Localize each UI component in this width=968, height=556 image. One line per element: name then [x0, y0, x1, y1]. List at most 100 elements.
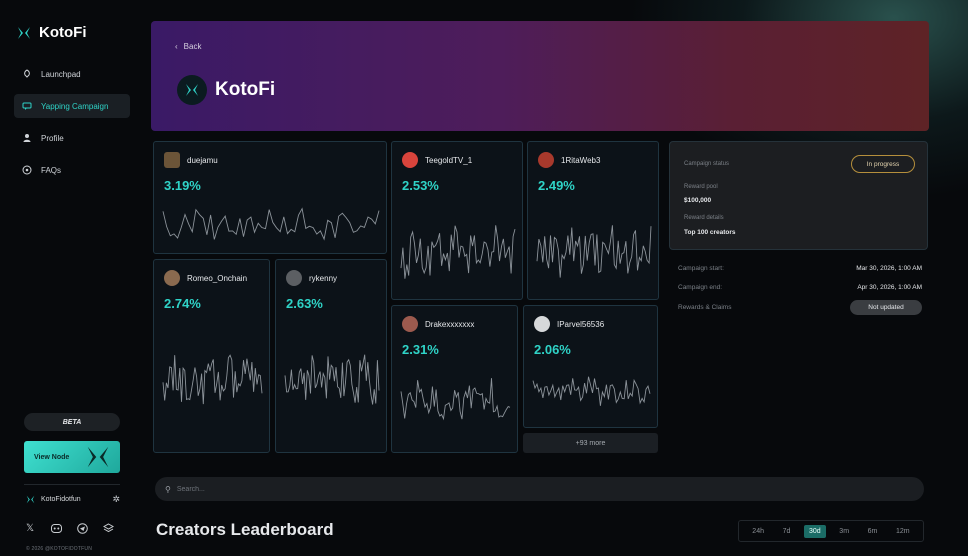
copyright-text: © 2026 @KOTOFIDOTFUN — [26, 546, 93, 552]
creator-mindshare: 3.19% — [164, 178, 201, 193]
avatar — [164, 270, 180, 286]
account-name: KotoFidotfun — [41, 496, 81, 503]
range-24h[interactable]: 24h — [752, 527, 764, 535]
telegram-icon[interactable] — [76, 522, 88, 534]
mindshare-sparkline — [162, 207, 380, 241]
creator-card[interactable]: Romeo_Onchain 2.74% — [153, 259, 270, 453]
view-node-label: View Node — [34, 453, 70, 461]
creator-mindshare: 2.53% — [402, 178, 439, 193]
rewards-claims-row: Rewards & Claims Not updated — [678, 300, 922, 315]
creator-name: rykenny — [309, 273, 338, 283]
sidebar-item-launchpad[interactable]: Launchpad — [14, 62, 130, 86]
kotofi-logo-icon — [18, 26, 30, 39]
avatar — [534, 316, 550, 332]
question-icon — [22, 165, 32, 175]
reward-details-label: Reward details — [684, 215, 724, 221]
kotofi-logo-icon — [26, 495, 35, 504]
creator-name: TeegoldTV_1 — [425, 155, 473, 165]
project-avatar — [177, 75, 207, 105]
creator-header: Drakexxxxxxx — [402, 316, 474, 332]
campaign-end-label: Campaign end: — [678, 284, 723, 291]
avatar — [286, 270, 302, 286]
creator-name: Drakexxxxxxx — [425, 319, 475, 329]
creator-name: 1RitaWeb3 — [561, 155, 601, 165]
creator-header: rykenny — [286, 270, 337, 286]
creator-card[interactable]: 1RitaWeb3 2.49% — [527, 141, 659, 300]
creator-mindshare: 2.74% — [164, 296, 201, 311]
social-links: 𝕏 — [24, 522, 114, 534]
campaign-hero: ‹ Back KotoFi — [151, 21, 929, 131]
back-label: Back — [183, 42, 202, 51]
mindshare-sparkline — [532, 376, 651, 406]
back-link[interactable]: ‹ Back — [175, 42, 201, 51]
kotofi-logo-icon — [87, 446, 109, 468]
kotofi-logo-icon — [186, 84, 198, 96]
creator-header: IParvel56536 — [534, 316, 604, 332]
mindshare-sparkline — [400, 378, 511, 421]
range-30d[interactable]: 30d — [804, 524, 826, 538]
campaign-start-label: Campaign start: — [678, 265, 724, 272]
reward-pool-label: Reward pool — [684, 184, 718, 190]
sidebar-item-yapping-campaign[interactable]: Yapping Campaign — [14, 94, 130, 118]
layers-icon[interactable] — [102, 522, 114, 534]
page-title: KotoFi — [215, 79, 276, 100]
brand-logo[interactable]: KotoFi — [17, 24, 86, 41]
creator-name: Romeo_Onchain — [187, 273, 248, 283]
campaign-end-value: Apr 30, 2026, 1:00 AM — [857, 284, 922, 291]
leaderboard-title: Creators Leaderboard — [156, 520, 334, 539]
sidebar-nav: Launchpad Yapping Campaign Profile FAQs — [14, 62, 130, 190]
campaign-status-panel: Campaign status In progress Reward pool … — [669, 141, 928, 250]
sidebar-item-faqs[interactable]: FAQs — [14, 158, 130, 182]
mindshare-sparkline — [284, 354, 380, 405]
creator-name: duejamu — [187, 155, 218, 165]
creator-card[interactable]: rykenny 2.63% — [275, 259, 387, 453]
rocket-icon — [22, 69, 32, 79]
creator-card[interactable]: IParvel56536 2.06% — [523, 305, 658, 428]
sidebar-divider — [24, 484, 120, 485]
settings-icon[interactable]: ✲ — [112, 494, 120, 504]
campaign-start-value: Mar 30, 2026, 1:00 AM — [856, 265, 922, 272]
chevron-left-icon: ‹ — [175, 42, 178, 51]
sidebar-item-profile[interactable]: Profile — [14, 126, 130, 150]
avatar — [402, 152, 418, 168]
range-12m[interactable]: 12m — [895, 527, 910, 535]
range-7d[interactable]: 7d — [782, 527, 791, 535]
brand-name: KotoFi — [39, 24, 87, 41]
creator-mindshare: 2.06% — [534, 342, 571, 357]
sidebar: KotoFi Launchpad Yapping Campaign Profil… — [0, 0, 140, 556]
mindshare-sparkline — [400, 225, 516, 279]
sidebar-item-label: Launchpad — [41, 69, 81, 79]
status-badge: In progress — [851, 155, 915, 173]
range-6m[interactable]: 6m — [867, 527, 878, 535]
more-creators-button[interactable]: +93 more — [523, 433, 658, 453]
x-icon[interactable]: 𝕏 — [25, 522, 35, 534]
creator-name: IParvel56536 — [557, 319, 605, 329]
avatar — [164, 152, 180, 168]
creator-card[interactable]: duejamu 3.19% — [153, 141, 387, 254]
creator-header: Romeo_Onchain — [164, 270, 247, 286]
creator-header: duejamu — [164, 152, 218, 168]
reward-pool-value: $100,000 — [684, 197, 712, 204]
campaign-end-row: Campaign end: Apr 30, 2026, 1:00 AM — [678, 284, 922, 291]
creator-card[interactable]: TeegoldTV_1 2.53% — [391, 141, 523, 300]
range-3m[interactable]: 3m — [839, 527, 850, 535]
view-node-button[interactable]: View Node — [24, 441, 120, 473]
creator-mindshare: 2.63% — [286, 296, 323, 311]
search-icon: ⚲ — [165, 484, 171, 494]
mindshare-sparkline — [536, 225, 652, 278]
time-range-selector: 24h 7d 30d 3m 6m 12m — [738, 520, 924, 542]
creator-card[interactable]: Drakexxxxxxx 2.31% — [391, 305, 518, 453]
reward-details-value: Top 100 creators — [684, 229, 736, 236]
sidebar-item-label: Profile — [41, 133, 64, 143]
search-input[interactable] — [176, 485, 877, 493]
avatar — [402, 316, 418, 332]
account-row[interactable]: KotoFidotfun ✲ — [26, 494, 120, 505]
chat-icon — [22, 101, 32, 111]
rewards-status-badge: Not updated — [850, 300, 922, 315]
rewards-claims-label: Rewards & Claims — [678, 304, 732, 311]
discord-icon[interactable] — [50, 522, 62, 534]
campaign-status-label: Campaign status — [684, 161, 730, 167]
avatar — [538, 152, 554, 168]
search-bar: ⚲ — [155, 477, 924, 501]
mindshare-sparkline — [162, 354, 263, 405]
